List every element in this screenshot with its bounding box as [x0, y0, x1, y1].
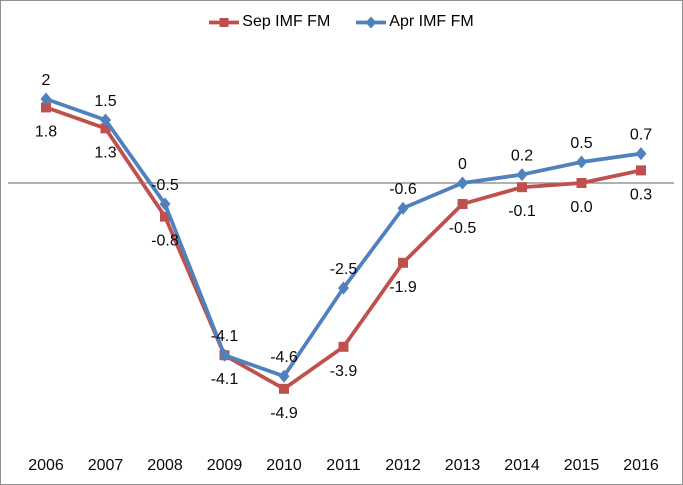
- data-label: -4.1: [211, 371, 239, 388]
- data-label: -0.5: [449, 220, 477, 237]
- x-axis-label-2011: 2011: [326, 457, 361, 474]
- data-point-marker-square: [636, 165, 646, 176]
- data-point-marker-diamond: [100, 113, 111, 127]
- x-axis-label-2014: 2014: [504, 457, 540, 474]
- chart-legend: Sep IMF FM Apr IMF FM: [1, 12, 682, 32]
- data-label: 0.2: [511, 148, 533, 165]
- data-label: 0.0: [570, 199, 592, 216]
- data-label: 0.5: [570, 135, 592, 152]
- data-label: 1.5: [94, 93, 116, 110]
- data-label: -3.9: [330, 363, 358, 380]
- data-point-marker-diamond: [219, 348, 230, 362]
- x-axis-label-2008: 2008: [147, 457, 183, 474]
- data-point-marker-diamond: [40, 92, 52, 106]
- legend-label-sep-imf-fm: Sep IMF FM: [242, 13, 331, 30]
- x-axis-label-2009: 2009: [207, 457, 243, 474]
- data-point-marker-square: [100, 123, 111, 134]
- series-line-1: [45, 97, 642, 379]
- data-label: -4.1: [211, 328, 239, 345]
- data-label: -0.5: [151, 177, 179, 194]
- data-point-marker-diamond: [338, 281, 349, 295]
- data-label: -4.6: [270, 349, 298, 366]
- data-point-marker-diamond: [278, 369, 290, 383]
- data-point-marker-square: [160, 211, 170, 222]
- data-point-marker-square: [517, 182, 527, 193]
- data-point-marker-square: [457, 199, 468, 209]
- x-axis-label-2016: 2016: [623, 457, 659, 474]
- data-point-marker-square: [576, 178, 587, 188]
- legend-label-apr-imf-fm: Apr IMF FM: [389, 13, 474, 30]
- data-point-marker-square: [41, 102, 51, 113]
- data-label: -1.9: [389, 279, 417, 296]
- legend-key-diamond-marker-icon: [356, 16, 387, 28]
- data-label: -0.8: [151, 233, 179, 250]
- data-point-marker-diamond: [457, 176, 468, 190]
- data-label: 1.8: [35, 123, 57, 140]
- data-label: -0.1: [508, 203, 536, 220]
- data-label: -0.6: [389, 181, 417, 198]
- data-point-marker-diamond: [576, 155, 587, 169]
- data-label: 0: [458, 156, 467, 173]
- data-point-marker-square: [398, 257, 408, 268]
- data-label: 1.3: [94, 144, 116, 161]
- x-axis-label-2006: 2006: [28, 457, 64, 474]
- data-label: -2.5: [330, 261, 358, 278]
- data-point-marker-diamond: [397, 201, 409, 215]
- data-point-marker-square: [279, 383, 289, 394]
- data-point-marker-diamond: [159, 197, 171, 211]
- legend-item-sep-imf-fm[interactable]: Sep IMF FM: [209, 12, 330, 32]
- data-label: 0.3: [630, 186, 652, 203]
- data-label: 0.7: [630, 127, 652, 144]
- legend-key-square-marker-icon: [209, 17, 240, 27]
- x-axis-label-2015: 2015: [564, 457, 600, 474]
- x-axis-label-2013: 2013: [445, 457, 481, 474]
- data-label: 2: [42, 72, 51, 89]
- data-label: -4.9: [270, 405, 298, 422]
- legend-item-apr-imf-fm[interactable]: Apr IMF FM: [356, 12, 474, 32]
- data-point-marker-diamond: [516, 168, 528, 182]
- x-axis-label-2012: 2012: [385, 457, 421, 474]
- data-point-marker-square: [338, 341, 349, 352]
- data-point-marker-diamond: [635, 147, 647, 161]
- x-axis-label-2007: 2007: [88, 457, 124, 474]
- x-axis-label-2010: 2010: [266, 457, 302, 474]
